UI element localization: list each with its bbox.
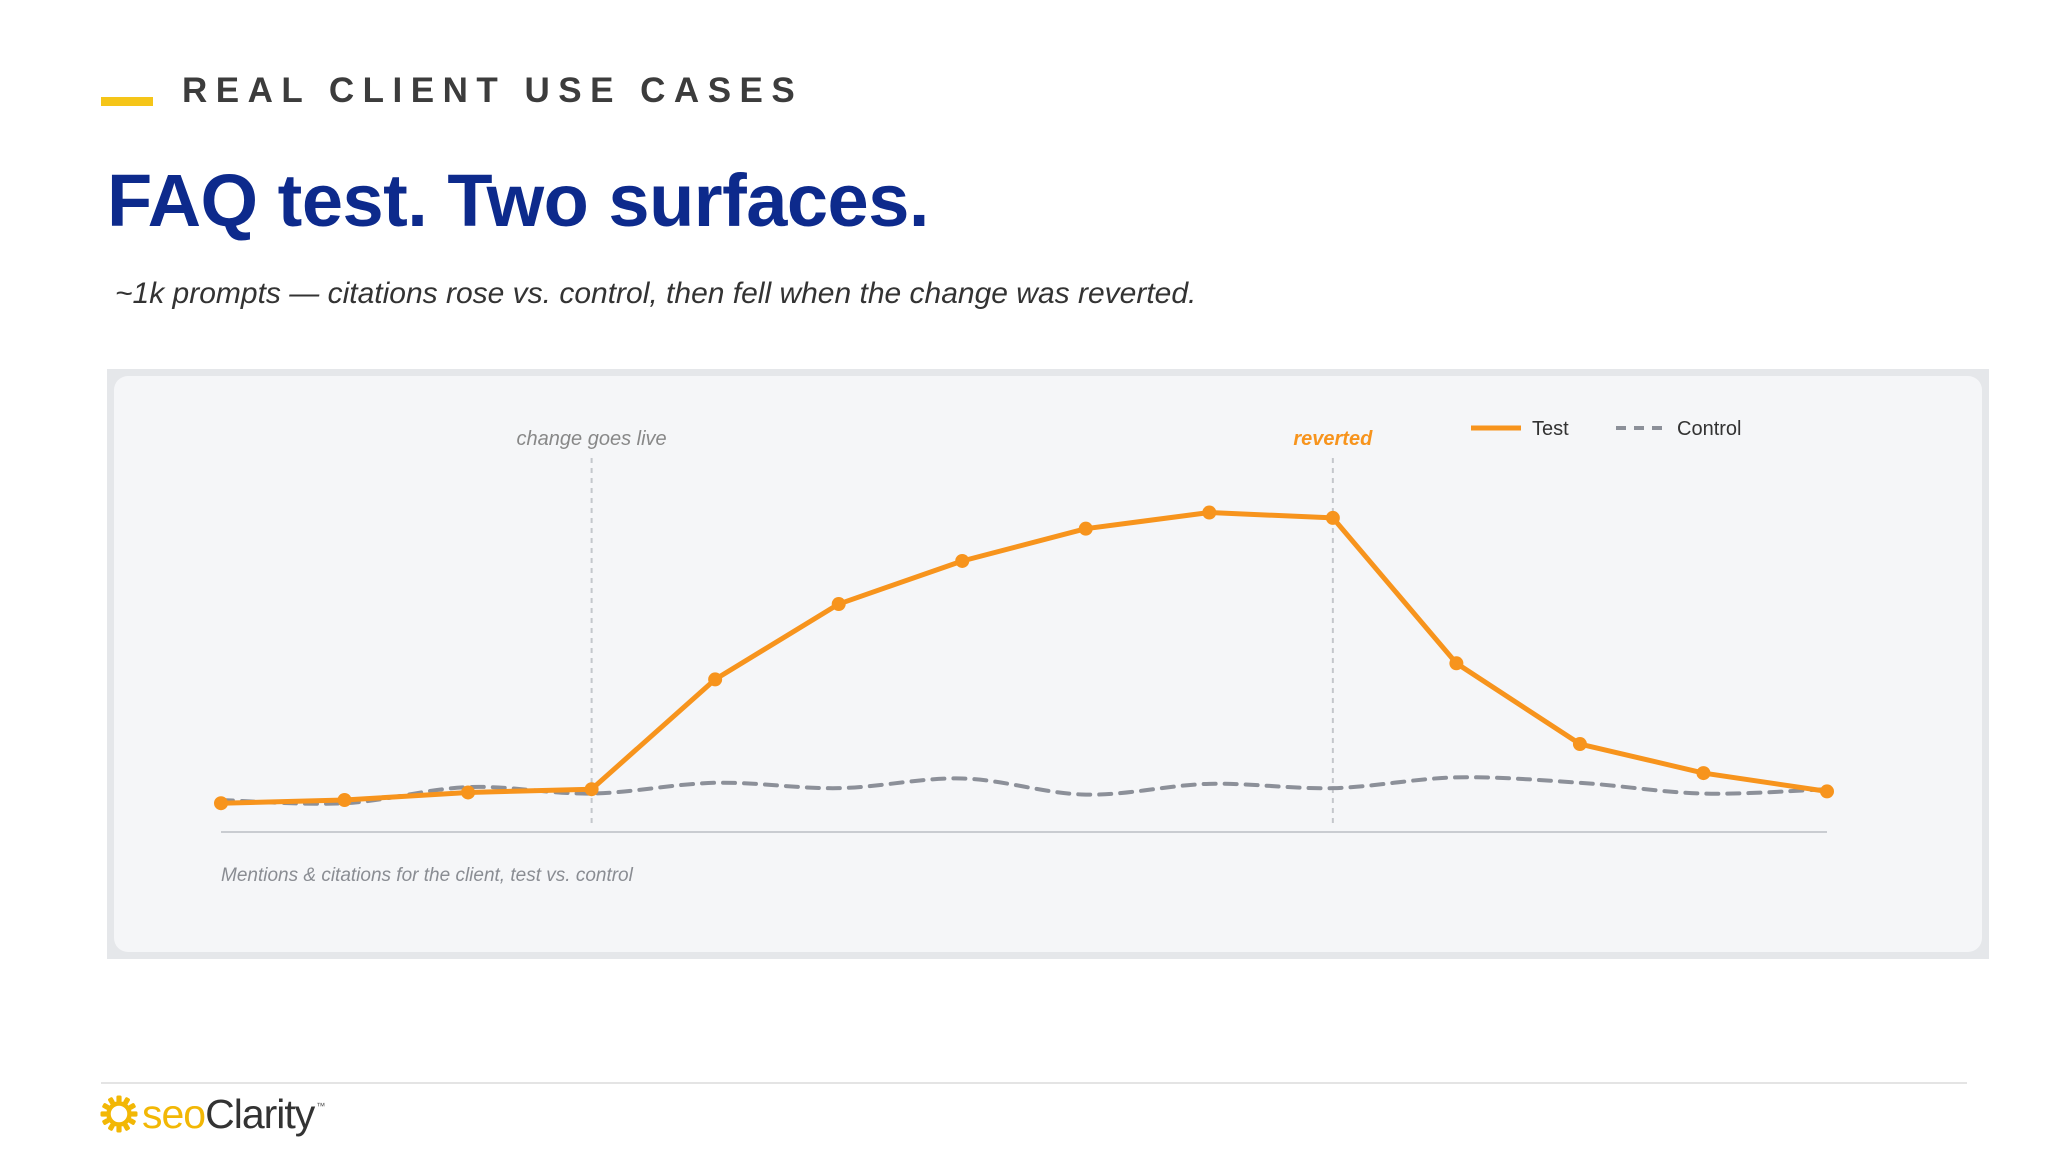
data-point-test-5 [708,672,723,687]
sun-ray [128,1118,136,1125]
data-point-test-2 [337,793,352,808]
annotation-label-0: change goes live [517,428,667,450]
legend-label-control: Control [1677,418,1741,440]
data-point-test-11 [1449,656,1464,671]
slide-subtitle: ~1k prompts — citations rose vs. control… [115,277,1197,310]
data-point-test-8 [1078,521,1093,536]
data-point-test-14 [1820,784,1834,799]
sun-ray [108,1097,115,1105]
data-point-test-4 [584,782,599,797]
eyebrow-label: REAL CLIENT USE CASES [182,71,804,110]
sun-ray [128,1103,136,1110]
logo-wordmark: seoClarity ™ [142,1090,325,1138]
data-point-test-13 [1696,766,1711,781]
chart-card: change goes live reverted Test Control Me… [114,376,1982,952]
chart-legend: Test Control [1471,418,1741,440]
sun-ray [100,1111,107,1117]
logo-trademark: ™ [316,1100,325,1111]
legend-label-test: Test [1532,418,1569,440]
logo-clarity-text: Clarity [205,1090,315,1137]
data-point-test-3 [461,785,476,800]
data-point-test-6 [831,597,846,612]
sun-ray [116,1126,122,1133]
sun-ray [123,1097,130,1105]
footer-divider [101,1082,1967,1084]
sun-icon [100,1095,138,1133]
line-chart: change goes live reverted Test Control Me… [214,418,1834,886]
sun-ray [102,1118,110,1125]
sun-ray [123,1123,130,1131]
data-point-test-10 [1325,510,1340,525]
data-point-test-9 [1202,505,1217,520]
logo-seo-text: seo [142,1090,206,1137]
sun-ray [116,1095,122,1102]
series-line-control [219,775,1829,806]
chart-frame: change goes live reverted Test Control Me… [107,369,1989,959]
chart-caption: Mentions & citations for the client, tes… [221,865,634,886]
series-line-test [218,510,1830,806]
data-point-test-7 [955,553,970,568]
series-group [214,505,1834,811]
eyebrow-accent-bar [101,97,153,106]
data-point-test-1 [214,796,228,811]
sun-ray [131,1111,138,1117]
annotations: change goes live reverted [517,428,1373,828]
data-point-test-12 [1572,737,1587,752]
slide-title: FAQ test. Two surfaces. [107,159,929,242]
seoclarity-logo: seoClarity ™ [100,1090,325,1138]
sun-ray [102,1103,110,1110]
annotation-label-1: reverted [1293,428,1373,450]
sun-ray [108,1123,115,1131]
